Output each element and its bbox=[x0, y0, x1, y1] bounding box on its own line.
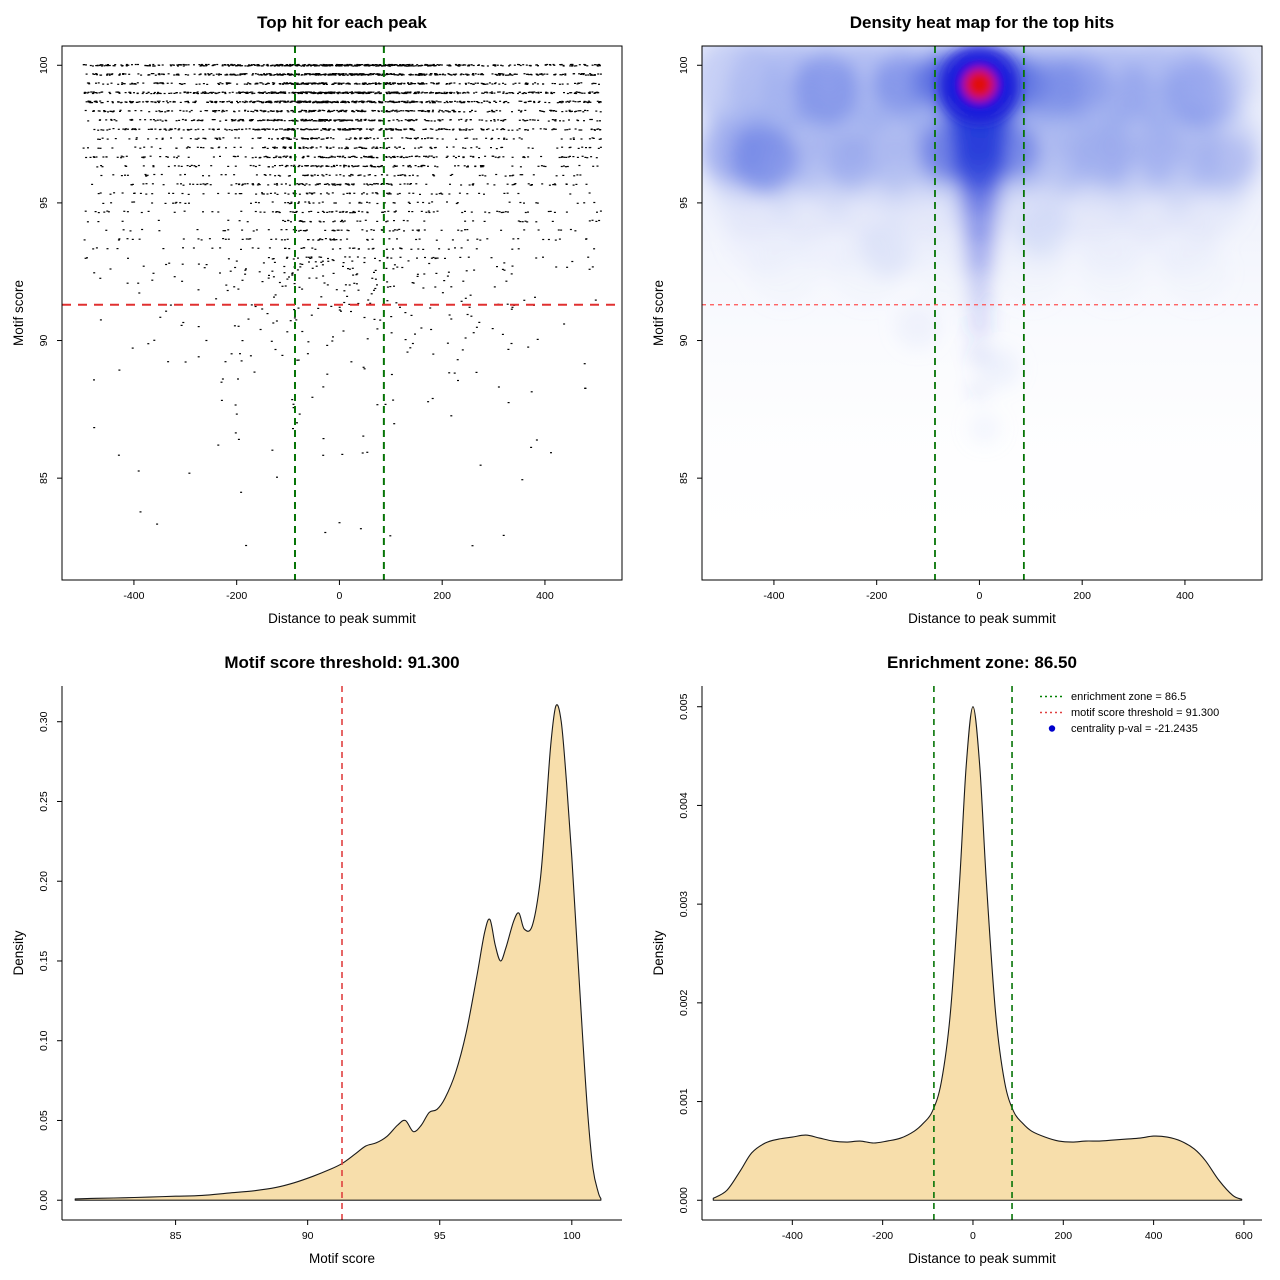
svg-text:400: 400 bbox=[536, 590, 554, 602]
svg-text:85: 85 bbox=[170, 1230, 182, 1242]
svg-text:Density heat map for the top h: Density heat map for the top hits bbox=[850, 13, 1114, 32]
svg-text:-400: -400 bbox=[763, 590, 784, 602]
svg-text:0.005: 0.005 bbox=[678, 693, 690, 719]
svg-text:0.002: 0.002 bbox=[678, 990, 690, 1016]
svg-text:Motif score: Motif score bbox=[11, 280, 26, 346]
top-hits-scatter-chart: Top hit for each peak -400 -200 0 200 400 85 90… bbox=[0, 0, 640, 640]
panel-motif-score-density: Motif score threshold: 91.300 85 90 95 100 0.… bbox=[0, 640, 640, 1280]
svg-text:0.30: 0.30 bbox=[38, 711, 50, 732]
svg-text:85: 85 bbox=[678, 472, 690, 484]
svg-text:0.000: 0.000 bbox=[678, 1187, 690, 1213]
svg-text:-400: -400 bbox=[782, 1230, 803, 1242]
panel-distance-density: Enrichment zone: 86.50 -400 -200 0 200 400 600… bbox=[640, 640, 1280, 1280]
distance-density-chart: Enrichment zone: 86.50 -400 -200 0 200 400 600… bbox=[640, 640, 1280, 1280]
svg-text:Top hit for each peak: Top hit for each peak bbox=[257, 13, 427, 32]
svg-text:100: 100 bbox=[38, 56, 50, 74]
motif-score-density-chart: Motif score threshold: 91.300 85 90 95 100 0.… bbox=[0, 640, 640, 1280]
svg-text:100: 100 bbox=[678, 56, 690, 74]
svg-text:0.25: 0.25 bbox=[38, 791, 50, 812]
svg-text:0: 0 bbox=[977, 590, 983, 602]
svg-text:400: 400 bbox=[1145, 1230, 1163, 1242]
svg-text:0: 0 bbox=[337, 590, 343, 602]
svg-text:Distance to peak summit: Distance to peak summit bbox=[908, 611, 1056, 626]
svg-text:95: 95 bbox=[678, 197, 690, 209]
svg-text:Density: Density bbox=[651, 930, 666, 975]
svg-text:Enrichment zone: 86.50: Enrichment zone: 86.50 bbox=[887, 653, 1077, 672]
svg-text:0.15: 0.15 bbox=[38, 951, 50, 972]
svg-text:600: 600 bbox=[1235, 1230, 1253, 1242]
svg-text:enrichment zone = 86.5: enrichment zone = 86.5 bbox=[1071, 691, 1186, 703]
svg-text:200: 200 bbox=[1073, 590, 1091, 602]
svg-text:0.004: 0.004 bbox=[678, 792, 690, 818]
svg-text:-400: -400 bbox=[123, 590, 144, 602]
svg-text:Motif score: Motif score bbox=[651, 280, 666, 346]
top-hits-heatmap-chart: Density heat map for the top hits -400 -20… bbox=[640, 0, 1280, 640]
svg-text:0.003: 0.003 bbox=[678, 891, 690, 917]
svg-text:-200: -200 bbox=[872, 1230, 893, 1242]
svg-text:motif score threshold = 91.300: motif score threshold = 91.300 bbox=[1071, 707, 1219, 719]
panel-density-heatmap: Density heat map for the top hits -400 -20… bbox=[640, 0, 1280, 640]
svg-text:centrality p-val = -21.2435: centrality p-val = -21.2435 bbox=[1071, 723, 1198, 735]
svg-text:-200: -200 bbox=[226, 590, 247, 602]
svg-text:Density: Density bbox=[11, 930, 26, 975]
svg-text:400: 400 bbox=[1176, 590, 1194, 602]
svg-text:200: 200 bbox=[1055, 1230, 1073, 1242]
svg-text:100: 100 bbox=[563, 1230, 581, 1242]
svg-text:Motif score threshold: 91.300: Motif score threshold: 91.300 bbox=[224, 653, 459, 672]
svg-text:Distance to peak summit: Distance to peak summit bbox=[908, 1251, 1056, 1266]
svg-text:95: 95 bbox=[38, 197, 50, 209]
svg-text:-200: -200 bbox=[866, 590, 887, 602]
svg-text:0.10: 0.10 bbox=[38, 1030, 50, 1051]
panel-top-hit-scatter: Top hit for each peak -400 -200 0 200 400 85 90… bbox=[0, 0, 640, 640]
svg-text:0: 0 bbox=[970, 1230, 976, 1242]
svg-text:0.05: 0.05 bbox=[38, 1110, 50, 1131]
svg-text:0.20: 0.20 bbox=[38, 871, 50, 892]
svg-text:0.00: 0.00 bbox=[38, 1190, 50, 1211]
svg-text:200: 200 bbox=[433, 590, 451, 602]
svg-text:90: 90 bbox=[302, 1230, 314, 1242]
svg-text:Motif score: Motif score bbox=[309, 1251, 375, 1266]
svg-text:0.001: 0.001 bbox=[678, 1088, 690, 1114]
svg-text:90: 90 bbox=[678, 335, 690, 347]
svg-text:Distance to peak summit: Distance to peak summit bbox=[268, 611, 416, 626]
svg-text:85: 85 bbox=[38, 472, 50, 484]
svg-text:90: 90 bbox=[38, 335, 50, 347]
svg-text:95: 95 bbox=[434, 1230, 446, 1242]
